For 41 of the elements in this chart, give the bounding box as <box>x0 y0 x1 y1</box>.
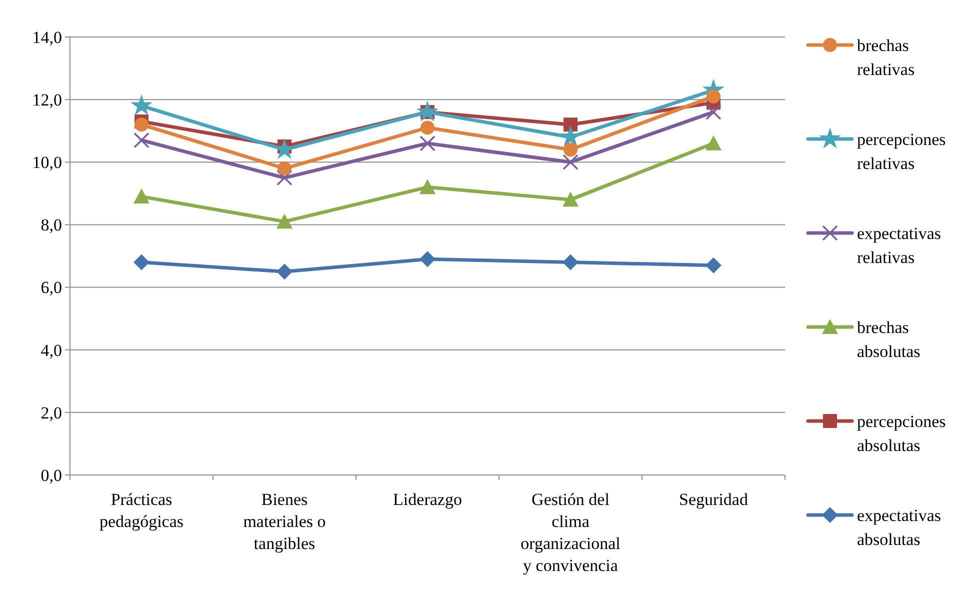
y-tick-label: 8,0 <box>40 216 62 235</box>
y-tick-label: 14,0 <box>32 28 62 47</box>
point <box>276 264 292 280</box>
y-tick-label: 12,0 <box>32 90 62 110</box>
y-tick-label: 4,0 <box>40 340 62 360</box>
x-tick-label: Gestión del clima organizacional y convivencia <box>520 490 621 575</box>
point <box>134 188 150 204</box>
y-tick-label: 6,0 <box>40 278 62 298</box>
point <box>420 251 436 268</box>
legend-label: expectativas relativas <box>857 224 942 267</box>
point <box>134 254 150 270</box>
x-tick-label: Seguridad <box>679 490 748 509</box>
point <box>276 214 292 229</box>
legend-label: brechas absolutas <box>857 318 920 361</box>
point <box>278 161 292 176</box>
y-tick-label: 0,0 <box>40 466 62 485</box>
point <box>564 118 578 132</box>
point <box>416 100 438 122</box>
x-tick-label: Bienes materiales o tangibles <box>243 490 326 553</box>
point <box>420 179 436 194</box>
y-tick-label: 2,0 <box>40 403 62 422</box>
legend-label: expectativas absolutas <box>857 506 942 549</box>
point <box>562 154 578 170</box>
y-tick-label: 10,0 <box>32 153 62 172</box>
legend-label: percepciones relativas <box>857 130 946 173</box>
point <box>134 118 148 132</box>
point <box>420 135 436 152</box>
point <box>706 135 722 150</box>
point <box>276 170 292 186</box>
legend-label: percepciones absolutas <box>857 412 946 455</box>
x-tick-label: Prácticas pedagógicas <box>99 490 184 531</box>
point <box>562 192 578 207</box>
point <box>420 120 434 135</box>
point <box>564 142 578 157</box>
legend-label: brechas relativas <box>857 36 915 79</box>
point <box>130 94 152 116</box>
point <box>706 257 722 274</box>
point <box>562 254 578 270</box>
point <box>706 104 722 120</box>
x-tick-label: Liderazgo <box>393 490 462 509</box>
point <box>134 132 150 148</box>
